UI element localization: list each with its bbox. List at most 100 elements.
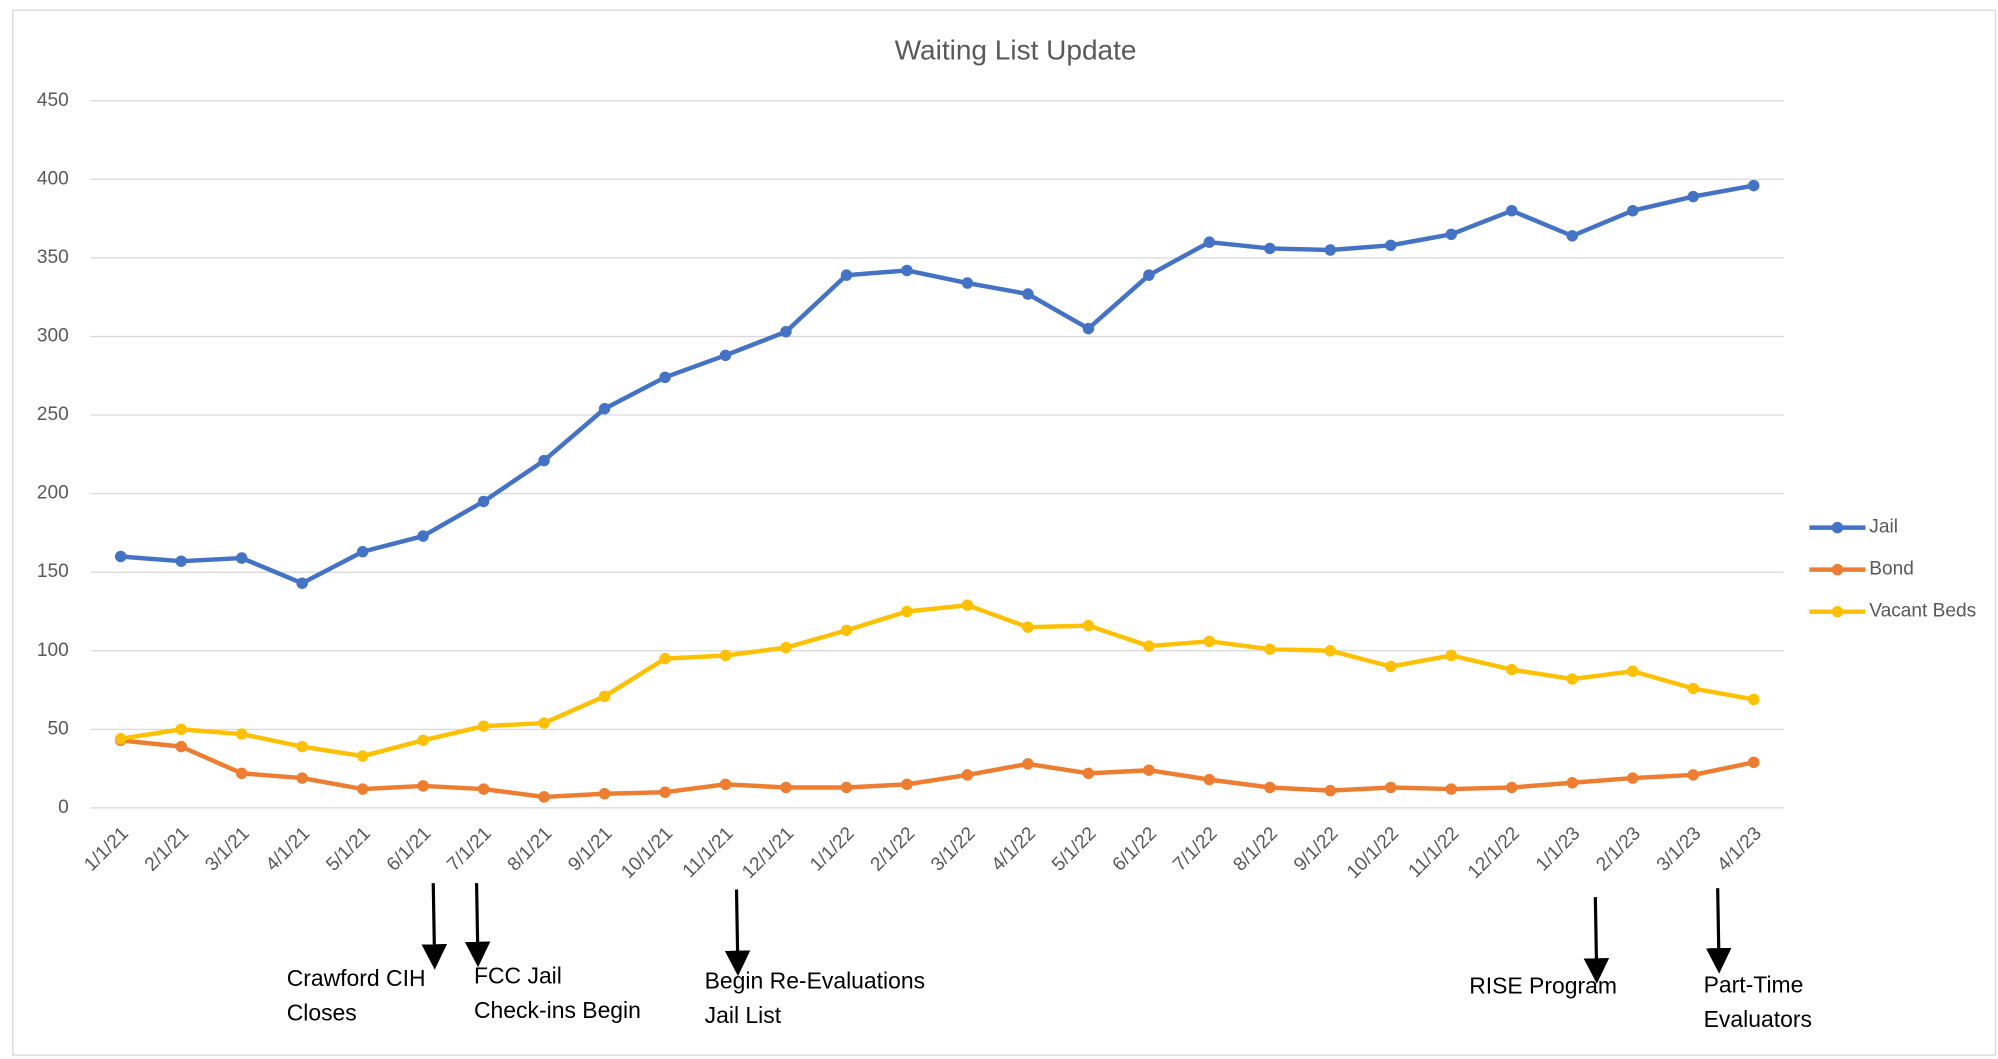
- data-point: [175, 555, 187, 567]
- legend-label: Jail: [1869, 517, 1898, 538]
- data-point: [538, 717, 550, 729]
- data-point: [1143, 764, 1155, 776]
- annotation-text: RISE Program: [1469, 973, 1617, 999]
- data-point: [1385, 660, 1397, 673]
- legend-marker: [1831, 563, 1844, 576]
- data-point: [840, 269, 853, 281]
- annotation-arrow: [1583, 897, 1610, 984]
- annotation-text: Closes: [287, 999, 357, 1025]
- y-tick-label: 250: [37, 404, 69, 425]
- chart-title: Waiting List Update: [895, 35, 1137, 66]
- y-tick-label: 450: [37, 90, 69, 111]
- data-point: [1626, 204, 1639, 217]
- y-tick-label: 350: [37, 247, 69, 268]
- data-point: [901, 264, 913, 277]
- y-tick-label: 300: [37, 326, 69, 347]
- data-point: [1687, 769, 1699, 781]
- data-point: [1445, 228, 1458, 241]
- data-point: [235, 552, 248, 564]
- annotation-text: FCC Jail: [474, 962, 562, 988]
- data-point: [1626, 665, 1639, 677]
- data-point: [598, 788, 611, 800]
- legend-marker: [1831, 605, 1844, 618]
- data-point: [538, 791, 550, 803]
- data-point: [659, 371, 671, 384]
- data-point: [417, 780, 429, 792]
- data-point: [1445, 783, 1458, 795]
- data-point: [1566, 673, 1578, 685]
- data-point: [840, 781, 853, 794]
- data-point: [356, 783, 369, 795]
- data-point: [1203, 635, 1216, 648]
- data-point: [1506, 204, 1518, 217]
- y-tick-label: 400: [37, 168, 69, 189]
- annotation-arrow: [724, 889, 751, 977]
- annotation-text: Part-Time: [1704, 971, 1804, 997]
- data-point: [296, 740, 308, 753]
- data-point: [961, 769, 974, 781]
- annotation-text: Begin Re-Evaluations: [705, 968, 925, 994]
- data-point: [175, 740, 187, 753]
- data-point: [901, 605, 913, 618]
- data-point: [477, 783, 490, 795]
- annotation-arrow: [464, 883, 491, 968]
- annotation-text: Jail List: [705, 1002, 782, 1028]
- data-point: [1626, 772, 1639, 784]
- y-tick-label: 0: [58, 797, 69, 818]
- data-point: [1143, 640, 1155, 652]
- data-point: [356, 546, 369, 558]
- data-point: [780, 781, 792, 794]
- data-point: [1445, 649, 1458, 662]
- annotation-text: Evaluators: [1704, 1006, 1812, 1032]
- data-point: [1324, 784, 1337, 797]
- data-point: [1082, 322, 1095, 335]
- data-point: [780, 326, 792, 338]
- annotation-text: Check-ins Begin: [474, 997, 641, 1023]
- data-point: [1324, 645, 1337, 657]
- chart-frame: [12, 9, 1997, 1056]
- data-point: [296, 772, 308, 784]
- data-point: [1506, 663, 1518, 676]
- data-point: [477, 720, 490, 732]
- data-point: [356, 750, 369, 762]
- data-point: [1203, 236, 1216, 248]
- data-point: [719, 649, 732, 662]
- data-point: [719, 349, 732, 362]
- data-point: [1385, 781, 1397, 794]
- annotation-text: Crawford CIH: [287, 965, 426, 991]
- y-tick-label: 200: [37, 483, 69, 504]
- data-point: [296, 577, 308, 589]
- data-point: [598, 403, 611, 415]
- data-point: [477, 495, 490, 508]
- data-point: [1022, 758, 1034, 770]
- data-point: [1143, 269, 1155, 281]
- legend-label: Bond: [1869, 559, 1914, 580]
- data-point: [659, 652, 671, 665]
- data-point: [1566, 777, 1578, 789]
- data-point: [1566, 230, 1578, 242]
- y-tick-label: 100: [37, 640, 69, 661]
- data-point: [1324, 244, 1337, 256]
- data-point: [780, 641, 792, 654]
- annotation-arrow: [421, 883, 448, 970]
- data-point: [1264, 781, 1276, 794]
- data-point: [961, 277, 974, 289]
- data-point: [1203, 773, 1216, 786]
- data-point: [1082, 767, 1095, 780]
- data-point: [417, 530, 429, 542]
- data-point: [1747, 693, 1760, 706]
- series-line: [120, 602, 1755, 759]
- data-point: [1747, 179, 1760, 192]
- data-point: [114, 550, 127, 563]
- data-point: [840, 624, 853, 637]
- data-point: [1687, 682, 1699, 695]
- y-tick-label: 150: [37, 561, 69, 582]
- data-point: [1082, 619, 1095, 632]
- data-point: [719, 778, 732, 791]
- data-point: [235, 767, 248, 780]
- series-line: [120, 183, 1755, 586]
- data-point: [1506, 781, 1518, 794]
- data-point: [961, 599, 974, 611]
- data-point: [598, 690, 611, 703]
